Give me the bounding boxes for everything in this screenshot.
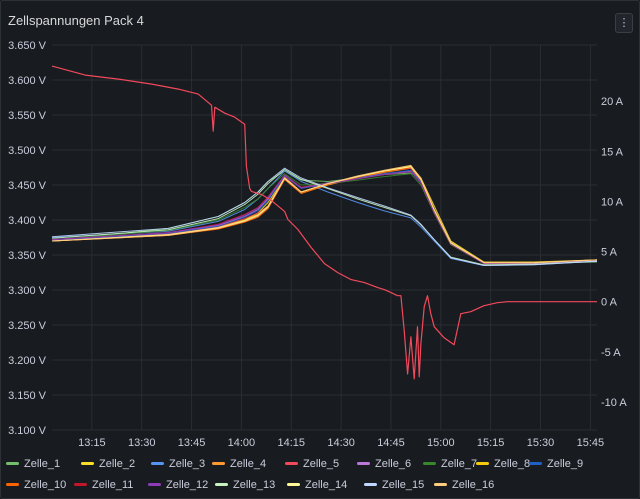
- y-right-tick-label: 15 A: [601, 146, 624, 158]
- x-tick-label: 15:45: [577, 437, 605, 449]
- legend-label: Zelle_13: [233, 479, 276, 491]
- y-left-tick-label: 3.250 V: [8, 320, 47, 332]
- y-left-tick-label: 3.150 V: [8, 390, 47, 402]
- x-axis: 13:15 13:30 13:45 14:00 14:15 14:30 14:45 15:00…: [78, 437, 604, 449]
- legend-label: Zelle_7: [441, 458, 478, 470]
- series-line-zelle-12: [51, 171, 598, 264]
- y-axis-left: 3.650 V 3.600 V 3.550 V 3.500 V 3.450 V 3.400…: [8, 40, 47, 437]
- y-right-tick-label: 20 A: [601, 96, 624, 108]
- legend-item-zelle-12[interactable]: Zelle_12: [148, 478, 208, 492]
- legend-swatch: [476, 461, 489, 465]
- legend-item-zelle-8[interactable]: Zelle_8: [476, 457, 530, 471]
- x-tick-label: 14:15: [278, 437, 306, 449]
- kebab-menu-icon[interactable]: ⋮: [615, 13, 633, 33]
- current-line: [51, 65, 597, 380]
- legend-swatch: [215, 482, 228, 486]
- y-right-tick-label: 5 A: [601, 247, 618, 259]
- legend-label: Zelle_9: [547, 458, 584, 470]
- legend-label: Zelle_14: [305, 479, 348, 491]
- legend-swatch: [6, 482, 19, 486]
- legend-swatch: [287, 482, 300, 486]
- legend-label: Zelle_1: [24, 458, 61, 470]
- panel-title: Zellspannungen Pack 4: [8, 13, 144, 28]
- x-tick-label: 14:45: [377, 437, 405, 449]
- legend-item-zelle-4[interactable]: Zelle_4: [212, 457, 266, 471]
- series-line-zelle-2: [51, 165, 598, 263]
- x-tick-label: 15:15: [477, 437, 505, 449]
- legend-item-zelle-1[interactable]: Zelle_1: [6, 457, 60, 471]
- legend-label: Zelle_15: [382, 479, 425, 491]
- legend-item-zelle-13[interactable]: Zelle_13: [215, 478, 275, 492]
- series-line-zelle-7: [51, 173, 598, 264]
- series-line-zelle-15: [51, 167, 598, 266]
- y-left-tick-label: 3.650 V: [8, 40, 47, 52]
- legend-item-zelle-16[interactable]: Zelle_16: [434, 478, 494, 492]
- y-left-tick-label: 3.350 V: [8, 250, 47, 262]
- legend-swatch: [148, 482, 161, 486]
- legend-item-zelle-3[interactable]: Zelle_3: [151, 457, 205, 471]
- y-left-tick-label: 3.600 V: [8, 75, 47, 87]
- y-left-tick-label: 3.100 V: [8, 425, 47, 437]
- legend-label: Zelle_12: [166, 479, 209, 491]
- series-line-zelle-5: [51, 167, 598, 264]
- legend-label: Zelle_11: [92, 479, 134, 491]
- y-right-tick-label: -10 A: [601, 397, 627, 409]
- legend-label: Zelle_16: [452, 479, 495, 491]
- legend-item-zelle-15[interactable]: Zelle_15: [364, 478, 424, 492]
- legend-label: Zelle_2: [99, 458, 136, 470]
- series-line-zelle-13: [51, 169, 598, 266]
- legend-label: Zelle_5: [303, 458, 340, 470]
- legend-item-zelle-5[interactable]: Zelle_5: [285, 457, 339, 471]
- legend-swatch: [364, 482, 377, 486]
- legend-item-zelle-10[interactable]: Zelle_10: [6, 478, 66, 492]
- series-line-zelle-16: [51, 164, 598, 264]
- y-left-tick-label: 3.200 V: [8, 355, 47, 367]
- y-left-tick-label: 3.400 V: [8, 215, 47, 227]
- x-tick-label: 14:00: [228, 437, 256, 449]
- series-line-zelle-3: [51, 170, 598, 266]
- legend-swatch: [285, 461, 298, 465]
- legend-swatch: [74, 482, 87, 486]
- y-axis-right: 20 A 15 A 10 A 5 A 0 A -5 A -10 A: [601, 96, 627, 409]
- legend-label: Zelle_8: [494, 458, 531, 470]
- legend-swatch: [6, 461, 19, 465]
- x-tick-label: 15:30: [527, 437, 555, 449]
- legend-label: Zelle_6: [375, 458, 412, 470]
- legend-item-zelle-2[interactable]: Zelle_2: [81, 457, 135, 471]
- legend-swatch: [151, 461, 164, 465]
- legend-item-zelle-9[interactable]: Zelle_9: [529, 457, 583, 471]
- y-left-tick-label: 3.500 V: [8, 145, 47, 157]
- series-lines: [51, 65, 598, 380]
- legend-item-zelle-6[interactable]: Zelle_6: [357, 457, 411, 471]
- legend-item-zelle-11[interactable]: Zelle_11: [74, 478, 133, 492]
- legend-swatch: [357, 461, 370, 465]
- legend-swatch: [212, 461, 225, 465]
- x-tick-label: 14:30: [327, 437, 355, 449]
- y-left-tick-label: 3.300 V: [8, 285, 47, 297]
- legend-label: Zelle_10: [24, 479, 67, 491]
- legend-item-zelle-14[interactable]: Zelle_14: [287, 478, 347, 492]
- x-tick-label: 13:30: [128, 437, 156, 449]
- y-right-tick-label: 0 A: [601, 297, 618, 309]
- legend-item-zelle-7[interactable]: Zelle_7: [423, 457, 477, 471]
- legend-swatch: [81, 461, 94, 465]
- legend-swatch: [423, 461, 436, 465]
- x-tick-label: 15:00: [427, 437, 455, 449]
- legend-swatch: [529, 461, 542, 465]
- y-right-tick-label: -5 A: [601, 347, 621, 359]
- series-line-zelle-4: [51, 167, 598, 264]
- y-right-tick-label: 10 A: [601, 196, 624, 208]
- x-tick-label: 13:45: [178, 437, 206, 449]
- y-left-tick-label: 3.450 V: [8, 180, 47, 192]
- legend-label: Zelle_4: [230, 458, 267, 470]
- legend-label: Zelle_3: [169, 458, 206, 470]
- y-left-tick-label: 3.550 V: [8, 110, 47, 122]
- x-tick-label: 13:15: [78, 437, 106, 449]
- legend-swatch: [434, 482, 447, 486]
